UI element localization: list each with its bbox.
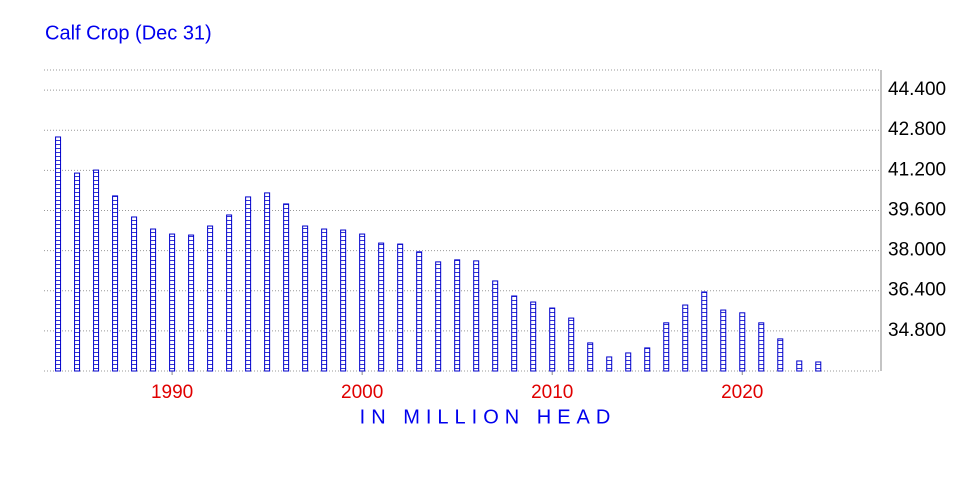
bar: [150, 228, 157, 372]
bar: [226, 214, 233, 372]
bar: [283, 203, 290, 372]
bar: [777, 338, 784, 372]
y-tick-label: 41.200: [888, 159, 946, 180]
bar: [359, 233, 366, 372]
bar: [112, 195, 119, 372]
bar: [55, 136, 62, 372]
bar: [815, 361, 822, 372]
bar: [416, 251, 423, 372]
bar: [568, 317, 575, 372]
y-tick-label: 42.800: [888, 119, 946, 140]
bar: [758, 322, 765, 372]
bar: [511, 295, 518, 372]
bar: [625, 352, 632, 372]
bar: [473, 260, 480, 372]
chart-title: Calf Crop (Dec 31): [45, 22, 212, 44]
bar: [74, 172, 81, 372]
y-tick-label: 38.000: [888, 240, 946, 261]
bar: [644, 347, 651, 372]
bar: [245, 196, 252, 372]
bar: [587, 342, 594, 372]
bar: [93, 169, 100, 372]
bar: [264, 192, 271, 372]
x-tick-label: 2000: [341, 382, 383, 403]
bar: [663, 322, 670, 372]
bar: [492, 280, 499, 372]
bar: [530, 301, 537, 372]
bar: [131, 216, 138, 372]
bar: [549, 307, 556, 372]
x-tick-label: 2020: [721, 382, 763, 403]
bar: [682, 304, 689, 372]
axis-label: IN MILLION HEAD: [360, 406, 617, 428]
bar: [302, 225, 309, 372]
x-tick-label: 1990: [151, 382, 193, 403]
bar: [739, 312, 746, 372]
y-tick-label: 34.800: [888, 320, 946, 341]
bar: [340, 229, 347, 372]
bar: [796, 360, 803, 372]
bar: [378, 242, 385, 372]
y-tick-label: 36.400: [888, 280, 946, 301]
bar: [701, 291, 708, 372]
bar: [720, 309, 727, 372]
bar: [169, 233, 176, 372]
y-tick-label: 39.600: [888, 199, 946, 220]
bar: [397, 243, 404, 372]
x-tick-label: 2010: [531, 382, 573, 403]
bar: [454, 259, 461, 372]
bar: [435, 261, 442, 372]
bar: [606, 356, 613, 372]
bar: [188, 234, 195, 372]
bar: [207, 225, 214, 372]
y-tick-label: 44.400: [888, 79, 946, 100]
bar: [321, 228, 328, 372]
